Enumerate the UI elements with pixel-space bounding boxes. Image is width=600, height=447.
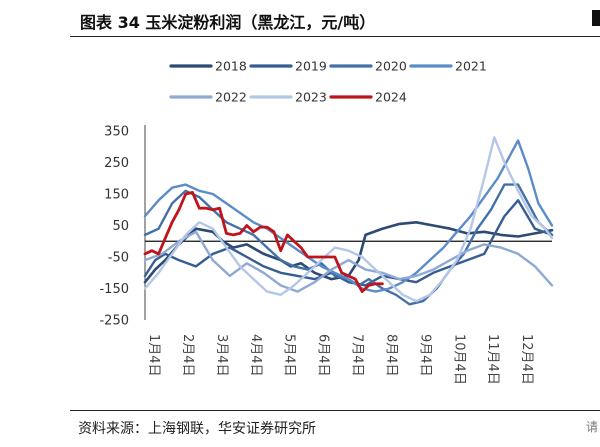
- legend-label-2019: 2019: [295, 59, 327, 74]
- y-tick-label: 350: [104, 125, 129, 140]
- x-tick-label: 10月4日: [451, 334, 466, 385]
- source-note: 资料来源：上海钢联，华安证券研究所: [78, 421, 316, 437]
- legend-label-2024: 2024: [375, 90, 407, 105]
- legend-label-2021: 2021: [455, 59, 487, 74]
- x-tick-label: 12月4日: [519, 334, 534, 385]
- series-line-2018: [143, 221, 554, 284]
- x-tick-label: 9月4日: [417, 334, 432, 377]
- x-tick-label: 5月4日: [282, 334, 297, 377]
- x-tick-label: 4月4日: [248, 334, 263, 377]
- series-line-2019: [143, 199, 554, 287]
- x-tick-label: 8月4日: [383, 334, 398, 377]
- legend-label-2020: 2020: [375, 59, 407, 74]
- x-axis: 1月4日 2月4日 3月4日 4月4日 5月4日 6月4日 7月4日 8月4日 9月4日 10月4…: [146, 334, 534, 385]
- corner-fragment: 请: [585, 420, 598, 434]
- x-tick-label: 3月4日: [214, 334, 229, 377]
- top-rule: [70, 36, 600, 37]
- figure-title: 图表 34 玉米淀粉利润（黑龙江，元/吨）: [80, 13, 376, 32]
- series-line-2020: [143, 183, 554, 306]
- chart-legend: 2018 2019 2020 2021 2022 2023 2024: [169, 59, 487, 105]
- bottom-rule: [70, 410, 600, 411]
- series-line-2024: [143, 190, 384, 294]
- y-tick-label: 50: [112, 219, 129, 234]
- legend-label-2023: 2023: [295, 90, 327, 105]
- series-line-2021: [143, 139, 554, 293]
- legend-label-2022: 2022: [215, 90, 247, 105]
- plot-area: [143, 136, 554, 306]
- x-tick-label: 6月4日: [316, 334, 331, 377]
- y-tick-label: -150: [99, 282, 129, 297]
- legend-label-2018: 2018: [215, 59, 247, 74]
- x-tick-label: 11月4日: [485, 334, 500, 385]
- x-tick-label: 7月4日: [350, 334, 365, 377]
- y-tick-label: -50: [108, 251, 129, 266]
- series-line-2023: [143, 136, 554, 303]
- edge-marker: [592, 10, 600, 26]
- y-axis: 350 250 150 50 -50 -150 -250: [99, 125, 552, 329]
- x-tick-label: 2月4日: [180, 334, 195, 377]
- y-tick-label: 250: [104, 156, 129, 171]
- x-tick-label: 1月4日: [146, 334, 161, 377]
- series-line-2022: [143, 230, 554, 293]
- y-tick-label: -250: [99, 314, 129, 329]
- y-tick-label: 150: [104, 188, 129, 203]
